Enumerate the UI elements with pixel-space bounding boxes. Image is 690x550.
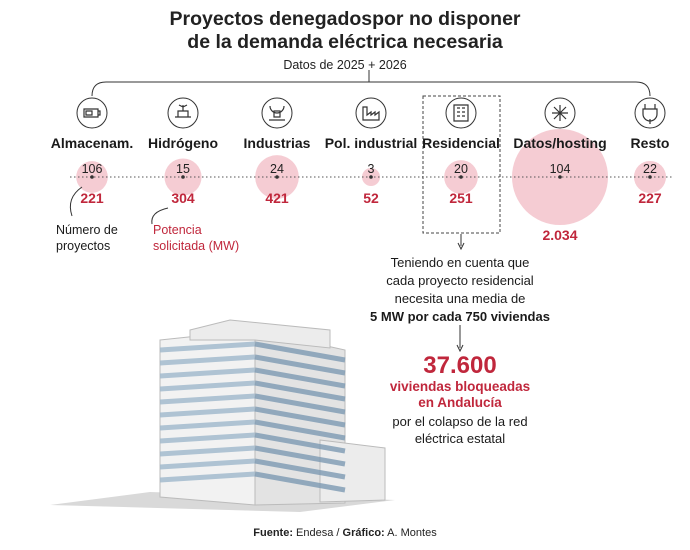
- front-window-band: [159, 367, 256, 379]
- blocked-line-2: en Andalucía: [418, 395, 502, 410]
- legend-requested-power: Potencia solicitada (MW): [153, 222, 239, 254]
- blocked-homes-number: 37.600: [423, 352, 497, 379]
- side-window-band: [254, 458, 346, 480]
- highlight-box: [422, 95, 501, 234]
- legend-count-pointer: [69, 186, 83, 217]
- requested-mw-label: 227: [638, 190, 662, 206]
- hydrogen-icon: [167, 97, 199, 129]
- front-window-band: [159, 471, 256, 483]
- bubble-chart: Almacenam. Hidrógeno Industrias Pol. indust…: [50, 70, 672, 512]
- chart-subtitle: Datos de 2025 + 2026: [283, 58, 407, 72]
- side-window-band: [254, 419, 346, 441]
- plug-icon: [634, 97, 666, 129]
- side-window-band: [254, 341, 346, 363]
- hub-bracket: [91, 81, 651, 97]
- requested-mw-label: 52: [363, 190, 379, 206]
- highlight-arrow: [457, 242, 465, 251]
- axis-point: [90, 175, 94, 179]
- axis-point: [275, 175, 279, 179]
- side-window-band: [254, 380, 346, 402]
- note-line-1: Teniendo en cuenta que: [390, 255, 530, 270]
- project-count-label: 22: [643, 162, 657, 176]
- side-window-band: [254, 367, 346, 389]
- legend-mw-line-2: solicitada (MW): [153, 239, 240, 253]
- project-count-label: 20: [454, 162, 468, 176]
- side-window-band: [254, 432, 346, 454]
- industrial-park-icon: [355, 97, 387, 129]
- title-line-1: Proyectos denegadospor no disponer: [169, 8, 521, 30]
- front-window-band: [159, 445, 256, 457]
- legend-project-count: Número de proyectos: [56, 222, 118, 254]
- factory-gear-icon: [261, 97, 293, 129]
- axis-point: [369, 175, 373, 179]
- front-window-band: [159, 458, 256, 470]
- front-window-band: [159, 341, 256, 353]
- result-arrow: [456, 344, 464, 353]
- project-count-label: 106: [82, 162, 103, 176]
- project-count-label: 3: [368, 162, 375, 176]
- side-window-band: [254, 406, 346, 428]
- title-line-2: de la demanda eléctrica necesaria: [187, 31, 503, 53]
- category-label: Residencial: [422, 135, 500, 151]
- front-window-band: [159, 380, 256, 392]
- side-window-band: [254, 471, 346, 493]
- requested-mw-label: 221: [80, 190, 104, 206]
- front-window-band: [159, 432, 256, 444]
- category-label: Hidrógeno: [148, 135, 218, 151]
- cause-line-1: por el colapso de la red: [392, 414, 528, 429]
- data-network-icon: [544, 97, 576, 129]
- axis-point: [459, 175, 463, 179]
- source-label: Fuente:: [253, 527, 293, 539]
- axis-point: [181, 175, 185, 179]
- graphic-author: A. Montes: [384, 527, 437, 539]
- legend-mw-line-1: Potencia: [153, 223, 202, 237]
- front-window-band: [159, 393, 256, 405]
- requested-mw-label: 2.034: [542, 227, 577, 243]
- note-line-3: necesita una media de: [394, 291, 526, 306]
- cause-line-2: eléctrica estatal: [414, 431, 506, 446]
- apartment-building-icon: [445, 97, 477, 129]
- project-count-label: 15: [176, 162, 190, 176]
- blocked-homes-text: viviendas bloqueadas en Andalucía: [330, 379, 590, 411]
- category-label: Industrias: [244, 135, 311, 151]
- blocked-homes-cause: por el colapso de la red eléctrica estat…: [330, 413, 590, 447]
- axis-point: [558, 175, 562, 179]
- project-count-label: 104: [550, 162, 571, 176]
- chart-title: Proyectos denegadospor no disponer de la…: [0, 8, 690, 54]
- legend-mw-pointer: [151, 207, 169, 225]
- side-window-band: [254, 393, 346, 415]
- residential-note: Teniendo en cuenta que cada proyecto res…: [330, 254, 590, 326]
- front-window-band: [159, 406, 256, 418]
- front-window-band: [159, 354, 256, 366]
- requested-mw-label: 251: [449, 190, 473, 206]
- requested-mw-label: 421: [265, 190, 289, 206]
- building-roof: [189, 319, 331, 349]
- legend-count-line-1: Número de: [56, 223, 118, 237]
- source-name: Endesa /: [293, 527, 343, 539]
- note-line-2: cada proyecto residencial: [386, 273, 534, 288]
- category-label: Datos/hosting: [513, 135, 606, 151]
- side-window-band: [254, 354, 346, 376]
- blocked-line-1: viviendas bloqueadas: [389, 379, 531, 394]
- legend-count-line-2: proyectos: [56, 239, 111, 253]
- requested-mw-label: 304: [171, 190, 195, 206]
- note-line-4: 5 MW por cada 750 viviendas: [370, 309, 550, 324]
- source-credit: Fuente: Endesa / Gráfico: A. Montes: [0, 527, 690, 539]
- graphic-label: Gráfico:: [342, 527, 385, 539]
- project-count-label: 24: [270, 162, 284, 176]
- battery-icon: [76, 97, 108, 129]
- front-window-band: [159, 419, 256, 431]
- axis-point: [648, 175, 652, 179]
- category-label: Almacenam.: [51, 135, 133, 151]
- side-window-band: [254, 445, 346, 467]
- category-label: Resto: [631, 135, 670, 151]
- apartment-building-illustration: [50, 319, 395, 512]
- category-label: Pol. industrial: [325, 135, 418, 151]
